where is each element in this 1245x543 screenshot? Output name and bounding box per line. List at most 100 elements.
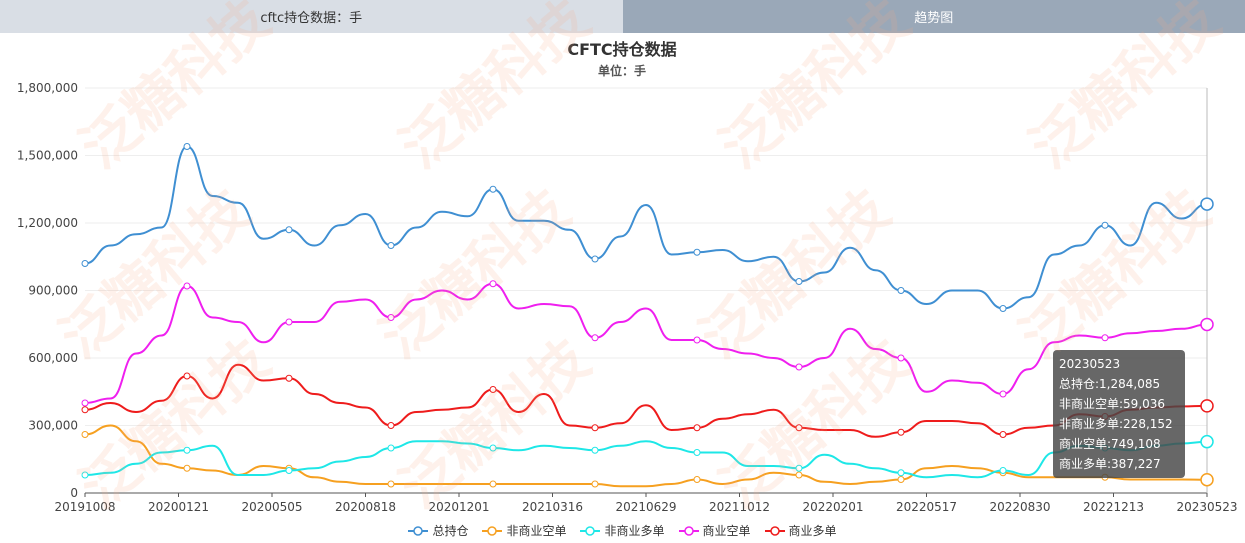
data-point — [693, 476, 701, 483]
x-tick-label: 20210629 — [615, 500, 676, 514]
x-tick-label: 20220830 — [989, 500, 1050, 514]
series-line — [84, 282, 1208, 404]
data-point — [693, 336, 701, 344]
data-point — [81, 260, 89, 267]
legend-line-icon — [482, 525, 503, 536]
legend-label: 商业多单 — [788, 524, 837, 538]
data-point — [999, 431, 1007, 438]
data-point — [183, 282, 191, 290]
data-point — [489, 280, 497, 288]
data-point — [1101, 221, 1109, 229]
legend-label: 非商业空单 — [506, 524, 567, 538]
data-point — [897, 428, 905, 436]
legend-item[interactable]: 总持仓 — [408, 522, 468, 539]
data-point — [591, 480, 599, 488]
y-tick-label: 1,800,000 — [17, 81, 78, 95]
data-point — [1101, 334, 1109, 342]
data-point — [489, 480, 497, 488]
data-point — [591, 424, 599, 432]
tab-cftc-data[interactable]: cftc持仓数据：手 — [0, 0, 623, 33]
data-point — [999, 467, 1007, 474]
data-point — [693, 424, 701, 432]
x-tick-label: 20230523 — [1176, 500, 1237, 514]
legend-line-icon — [580, 525, 601, 536]
data-point — [387, 444, 395, 452]
y-tick-label: 0 — [70, 486, 78, 500]
data-point — [489, 444, 497, 452]
data-point — [897, 354, 905, 362]
legend-line-icon — [678, 525, 699, 536]
legend-item[interactable]: 非商业空单 — [482, 522, 566, 539]
y-tick-label: 1,500,000 — [17, 149, 78, 163]
legend-item[interactable]: 商业空单 — [678, 522, 751, 539]
x-tick-label: 20220201 — [802, 500, 863, 514]
data-point — [183, 464, 191, 472]
data-point-highlight — [1200, 472, 1214, 487]
tooltip-line: 非商业空单:59,036 — [1059, 397, 1166, 411]
data-point — [81, 471, 89, 479]
data-point-highlight — [1200, 317, 1214, 332]
data-point — [285, 226, 293, 234]
x-tick-label: 20210316 — [522, 500, 583, 514]
y-tick-label: 600,000 — [28, 351, 78, 365]
data-point — [795, 464, 803, 472]
chart-legend: 总持仓 非商业空单 非商业多单 商业空单 商业多单 — [0, 522, 1245, 539]
data-point — [795, 363, 803, 371]
series-line — [84, 424, 1208, 488]
data-point — [795, 278, 803, 285]
data-point — [897, 469, 905, 477]
legend-label: 非商业多单 — [604, 524, 665, 538]
x-tick-label: 20221213 — [1083, 500, 1144, 514]
data-point-highlight — [1200, 399, 1214, 413]
tooltip-date: 20230523 — [1059, 357, 1121, 371]
data-point — [183, 446, 191, 454]
data-point — [591, 255, 599, 263]
data-point — [81, 399, 89, 407]
data-point — [999, 305, 1007, 312]
x-tick-label: 20201201 — [428, 500, 489, 514]
legend-item[interactable]: 非商业多单 — [580, 522, 665, 539]
x-tick-label: 20220517 — [896, 500, 957, 514]
x-tick-label: 20200121 — [148, 500, 209, 514]
data-point — [81, 431, 89, 438]
series-line — [84, 440, 1208, 479]
series-line — [84, 363, 1208, 438]
legend-line-icon — [408, 525, 429, 536]
data-point — [999, 390, 1007, 398]
data-point — [81, 406, 89, 414]
data-point — [387, 422, 395, 429]
data-point — [489, 386, 497, 393]
x-tick-label: 20211012 — [709, 500, 770, 514]
data-point — [591, 446, 599, 454]
tooltip-line: 总持仓:1,284,085 — [1059, 377, 1161, 391]
y-tick-label: 900,000 — [28, 284, 78, 298]
data-point-highlight — [1200, 197, 1214, 211]
data-point — [387, 242, 395, 249]
series-line — [84, 145, 1208, 310]
legend-label: 商业空单 — [702, 524, 751, 538]
y-tick-label: 300,000 — [28, 419, 78, 433]
data-point — [285, 374, 293, 382]
data-point-highlight — [1200, 434, 1214, 449]
data-point — [387, 480, 395, 488]
data-point — [591, 334, 599, 342]
legend-item[interactable]: 商业多单 — [764, 522, 837, 539]
legend-label: 总持仓 — [432, 524, 469, 538]
chart-subtitle: 单位：手 — [598, 63, 646, 78]
x-tick-label: 20200505 — [241, 500, 302, 514]
data-point — [795, 424, 803, 432]
data-point — [489, 185, 497, 193]
data-point — [693, 248, 701, 256]
chart-tooltip: 20230523 总持仓:1,284,085 非商业空单:59,036 非商业多… — [1053, 350, 1185, 478]
x-tick-label: 20191008 — [54, 500, 115, 514]
data-point — [897, 476, 905, 483]
data-point — [693, 449, 701, 456]
legend-line-icon — [764, 525, 785, 536]
data-point — [285, 467, 293, 474]
tab-trend-chart[interactable]: 趋势图 — [622, 0, 1245, 33]
tooltip-line: 商业多单:387,227 — [1059, 457, 1161, 471]
data-point — [183, 372, 191, 380]
data-point — [897, 287, 905, 294]
tooltip-line: 非商业多单:228,152 — [1059, 417, 1173, 431]
